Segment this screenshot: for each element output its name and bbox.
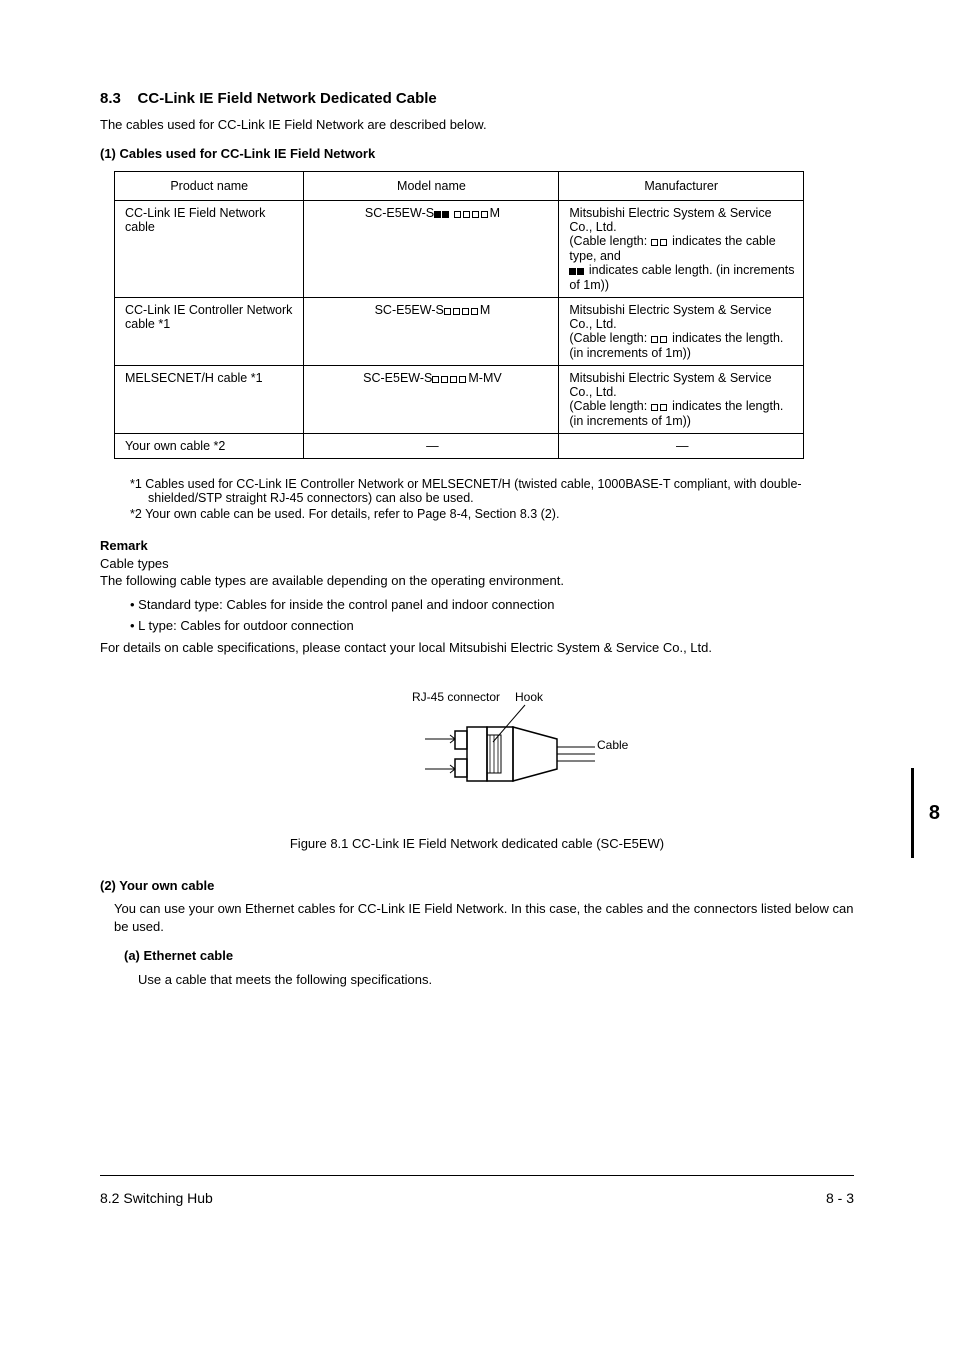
- subsection-1-heading: (1) Cables used for CC-Link IE Field Net…: [100, 146, 854, 161]
- table-row: MELSECNET/H cable *1 SC-E5EW-SM-MV Mitsu…: [115, 366, 804, 434]
- page: 8.3 CC-Link IE Field Network Dedicated C…: [0, 0, 954, 1351]
- bullet-item: • Standard type: Cables for inside the c…: [130, 596, 854, 614]
- th-mfr: Manufacturer: [559, 172, 804, 201]
- remark-bullets: • Standard type: Cables for inside the c…: [130, 596, 854, 635]
- table-row: Your own cable *2 — —: [115, 434, 804, 459]
- page-footer: 8.2 Switching Hub 8 - 3: [100, 1190, 854, 1206]
- subsection-2-heading: (2) Your own cable: [100, 877, 854, 895]
- cable-table: Product name Model name Manufacturer CC-…: [114, 171, 804, 459]
- item-a-heading: (a) Ethernet cable: [124, 947, 854, 965]
- th-model: Model name: [304, 172, 559, 201]
- footer-divider: [100, 1175, 854, 1176]
- section-header: 8.3 CC-Link IE Field Network Dedicated C…: [100, 90, 854, 107]
- connector-diagram-icon: RJ-45 connector Hook Cable: [297, 687, 657, 817]
- section-title: CC-Link IE Field Network Dedicated Cable: [138, 90, 437, 107]
- table-row: CC-Link IE Controller Network cable *1 S…: [115, 298, 804, 366]
- cell-model: SC-E5EW-S M: [304, 201, 559, 298]
- cell-product: CC-Link IE Field Network cable: [115, 201, 304, 298]
- th-product: Product name: [115, 172, 304, 201]
- bullet-item: • L type: Cables for outdoor connection: [130, 617, 854, 635]
- subsection-2-text: You can use your own Ethernet cables for…: [114, 900, 854, 935]
- table-notes: *1 Cables used for CC-Link IE Controller…: [114, 477, 854, 521]
- cell-product: MELSECNET/H cable *1: [115, 366, 304, 434]
- table-header-row: Product name Model name Manufacturer: [115, 172, 804, 201]
- remark-label: Remark: [100, 538, 148, 553]
- note-1: *1 Cables used for CC-Link IE Controller…: [114, 477, 854, 505]
- cell-mfr: Mitsubishi Electric System & Service Co.…: [559, 201, 804, 298]
- remark-block: Remark Cable types The following cable t…: [100, 537, 854, 590]
- figure-connector: RJ-45 connector Hook Cable: [227, 687, 727, 851]
- cell-product: CC-Link IE Controller Network cable *1: [115, 298, 304, 366]
- table-body: CC-Link IE Field Network cable SC-E5EW-S…: [115, 201, 804, 459]
- label-hook: Hook: [515, 690, 544, 704]
- note-2: *2 Your own cable can be used. For detai…: [114, 507, 854, 521]
- section-number: 8.3: [100, 90, 121, 107]
- label-connector: RJ-45 connector: [412, 690, 500, 704]
- table-row: CC-Link IE Field Network cable SC-E5EW-S…: [115, 201, 804, 298]
- cell-product: Your own cable *2: [115, 434, 304, 459]
- remark-closing: For details on cable specifications, ple…: [100, 639, 854, 657]
- section-intro: The cables used for CC-Link IE Field Net…: [100, 117, 854, 132]
- footer-left: 8.2 Switching Hub: [100, 1190, 213, 1206]
- footer-right: 8 - 3: [826, 1190, 854, 1206]
- item-a-text: Use a cable that meets the following spe…: [138, 971, 854, 989]
- remark-text: Cable types The following cable types ar…: [100, 556, 564, 589]
- cell-model: SC-E5EW-SM: [304, 298, 559, 366]
- label-cable: Cable: [597, 738, 629, 752]
- cell-mfr: —: [559, 434, 804, 459]
- cell-model: SC-E5EW-SM-MV: [304, 366, 559, 434]
- cell-mfr: Mitsubishi Electric System & Service Co.…: [559, 366, 804, 434]
- chapter-tab-number: 8: [929, 802, 940, 825]
- cell-mfr: Mitsubishi Electric System & Service Co.…: [559, 298, 804, 366]
- figure-caption: Figure 8.1 CC-Link IE Field Network dedi…: [227, 836, 727, 851]
- chapter-tab-bar: [911, 768, 914, 858]
- cell-model: —: [304, 434, 559, 459]
